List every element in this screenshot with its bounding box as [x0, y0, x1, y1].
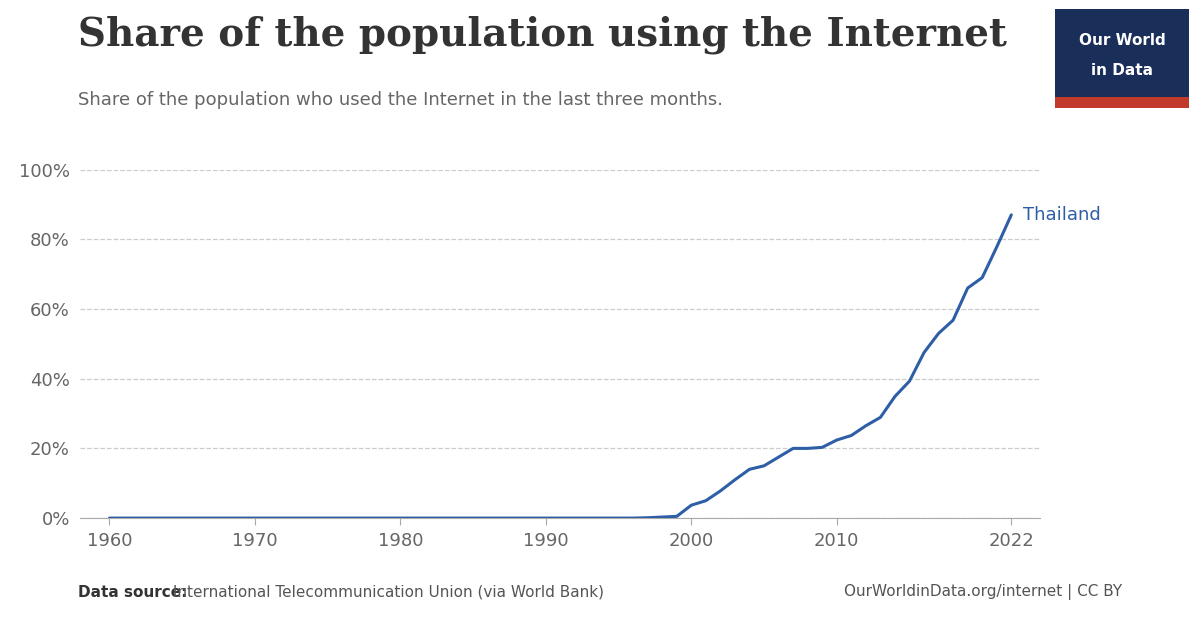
Text: Share of the population who used the Internet in the last three months.: Share of the population who used the Int… [78, 91, 722, 109]
Text: Data source:: Data source: [78, 585, 187, 600]
Text: in Data: in Data [1091, 63, 1153, 78]
Text: Thailand: Thailand [1022, 206, 1100, 224]
Text: OurWorldinData.org/internet | CC BY: OurWorldinData.org/internet | CC BY [844, 584, 1122, 600]
Text: International Telecommunication Union (via World Bank): International Telecommunication Union (v… [168, 585, 604, 600]
Text: Share of the population using the Internet: Share of the population using the Intern… [78, 16, 1007, 54]
Text: Our World: Our World [1079, 33, 1165, 48]
